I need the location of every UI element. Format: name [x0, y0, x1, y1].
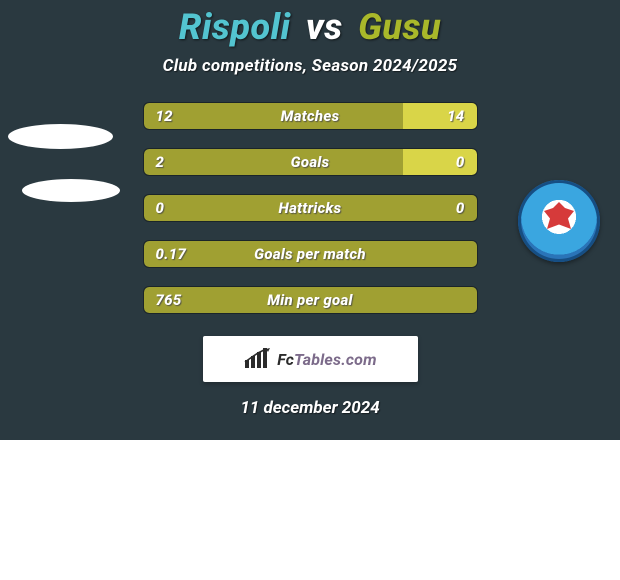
stat-left-value: 2 [156, 153, 165, 171]
stat-label: Min per goal [267, 291, 353, 309]
footer-brand-suffix: Tables.com [294, 350, 377, 369]
stat-left-value: 765 [156, 291, 182, 309]
footer-brand-text: FcTables.com [277, 350, 377, 369]
stat-left-value: 0.17 [156, 245, 187, 263]
chart-icon [243, 348, 271, 370]
stat-row: 0.17 Goals per match [143, 240, 478, 268]
stat-label: Hattricks [279, 199, 342, 217]
page-title: Rispoli vs Gusu [0, 6, 620, 48]
stat-label: Goals [291, 153, 330, 171]
footer-brand-badge: FcTables.com [203, 336, 418, 382]
stat-rows: 12 Matches 14 2 Goals 0 0 Hattricks 0 0.17 Goals p… [143, 102, 478, 314]
date-line: 11 december 2024 [0, 398, 620, 418]
stat-label: Matches [281, 107, 340, 125]
stat-label: Goals per match [254, 245, 366, 263]
bar-right [403, 149, 476, 175]
stat-right-value: 14 [447, 107, 464, 125]
stat-row: 765 Min per goal [143, 286, 478, 314]
comparison-panel: Rispoli vs Gusu Club competitions, Seaso… [0, 0, 620, 418]
stat-row: 2 Goals 0 [143, 148, 478, 176]
bar-right [403, 103, 476, 129]
stat-right-value: 0 [456, 153, 465, 171]
stat-left-value: 12 [156, 107, 173, 125]
stat-row: 0 Hattricks 0 [143, 194, 478, 222]
footer-brand-prefix: Fc [277, 350, 294, 369]
title-player1: Rispoli [179, 6, 291, 48]
bar-left [144, 149, 404, 175]
stat-row: 12 Matches 14 [143, 102, 478, 130]
stat-right-value: 0 [456, 199, 465, 217]
subtitle: Club competitions, Season 2024/2025 [0, 56, 620, 76]
title-vs: vs [306, 6, 343, 48]
stat-left-value: 0 [156, 199, 165, 217]
title-player2: Gusu [358, 6, 441, 48]
